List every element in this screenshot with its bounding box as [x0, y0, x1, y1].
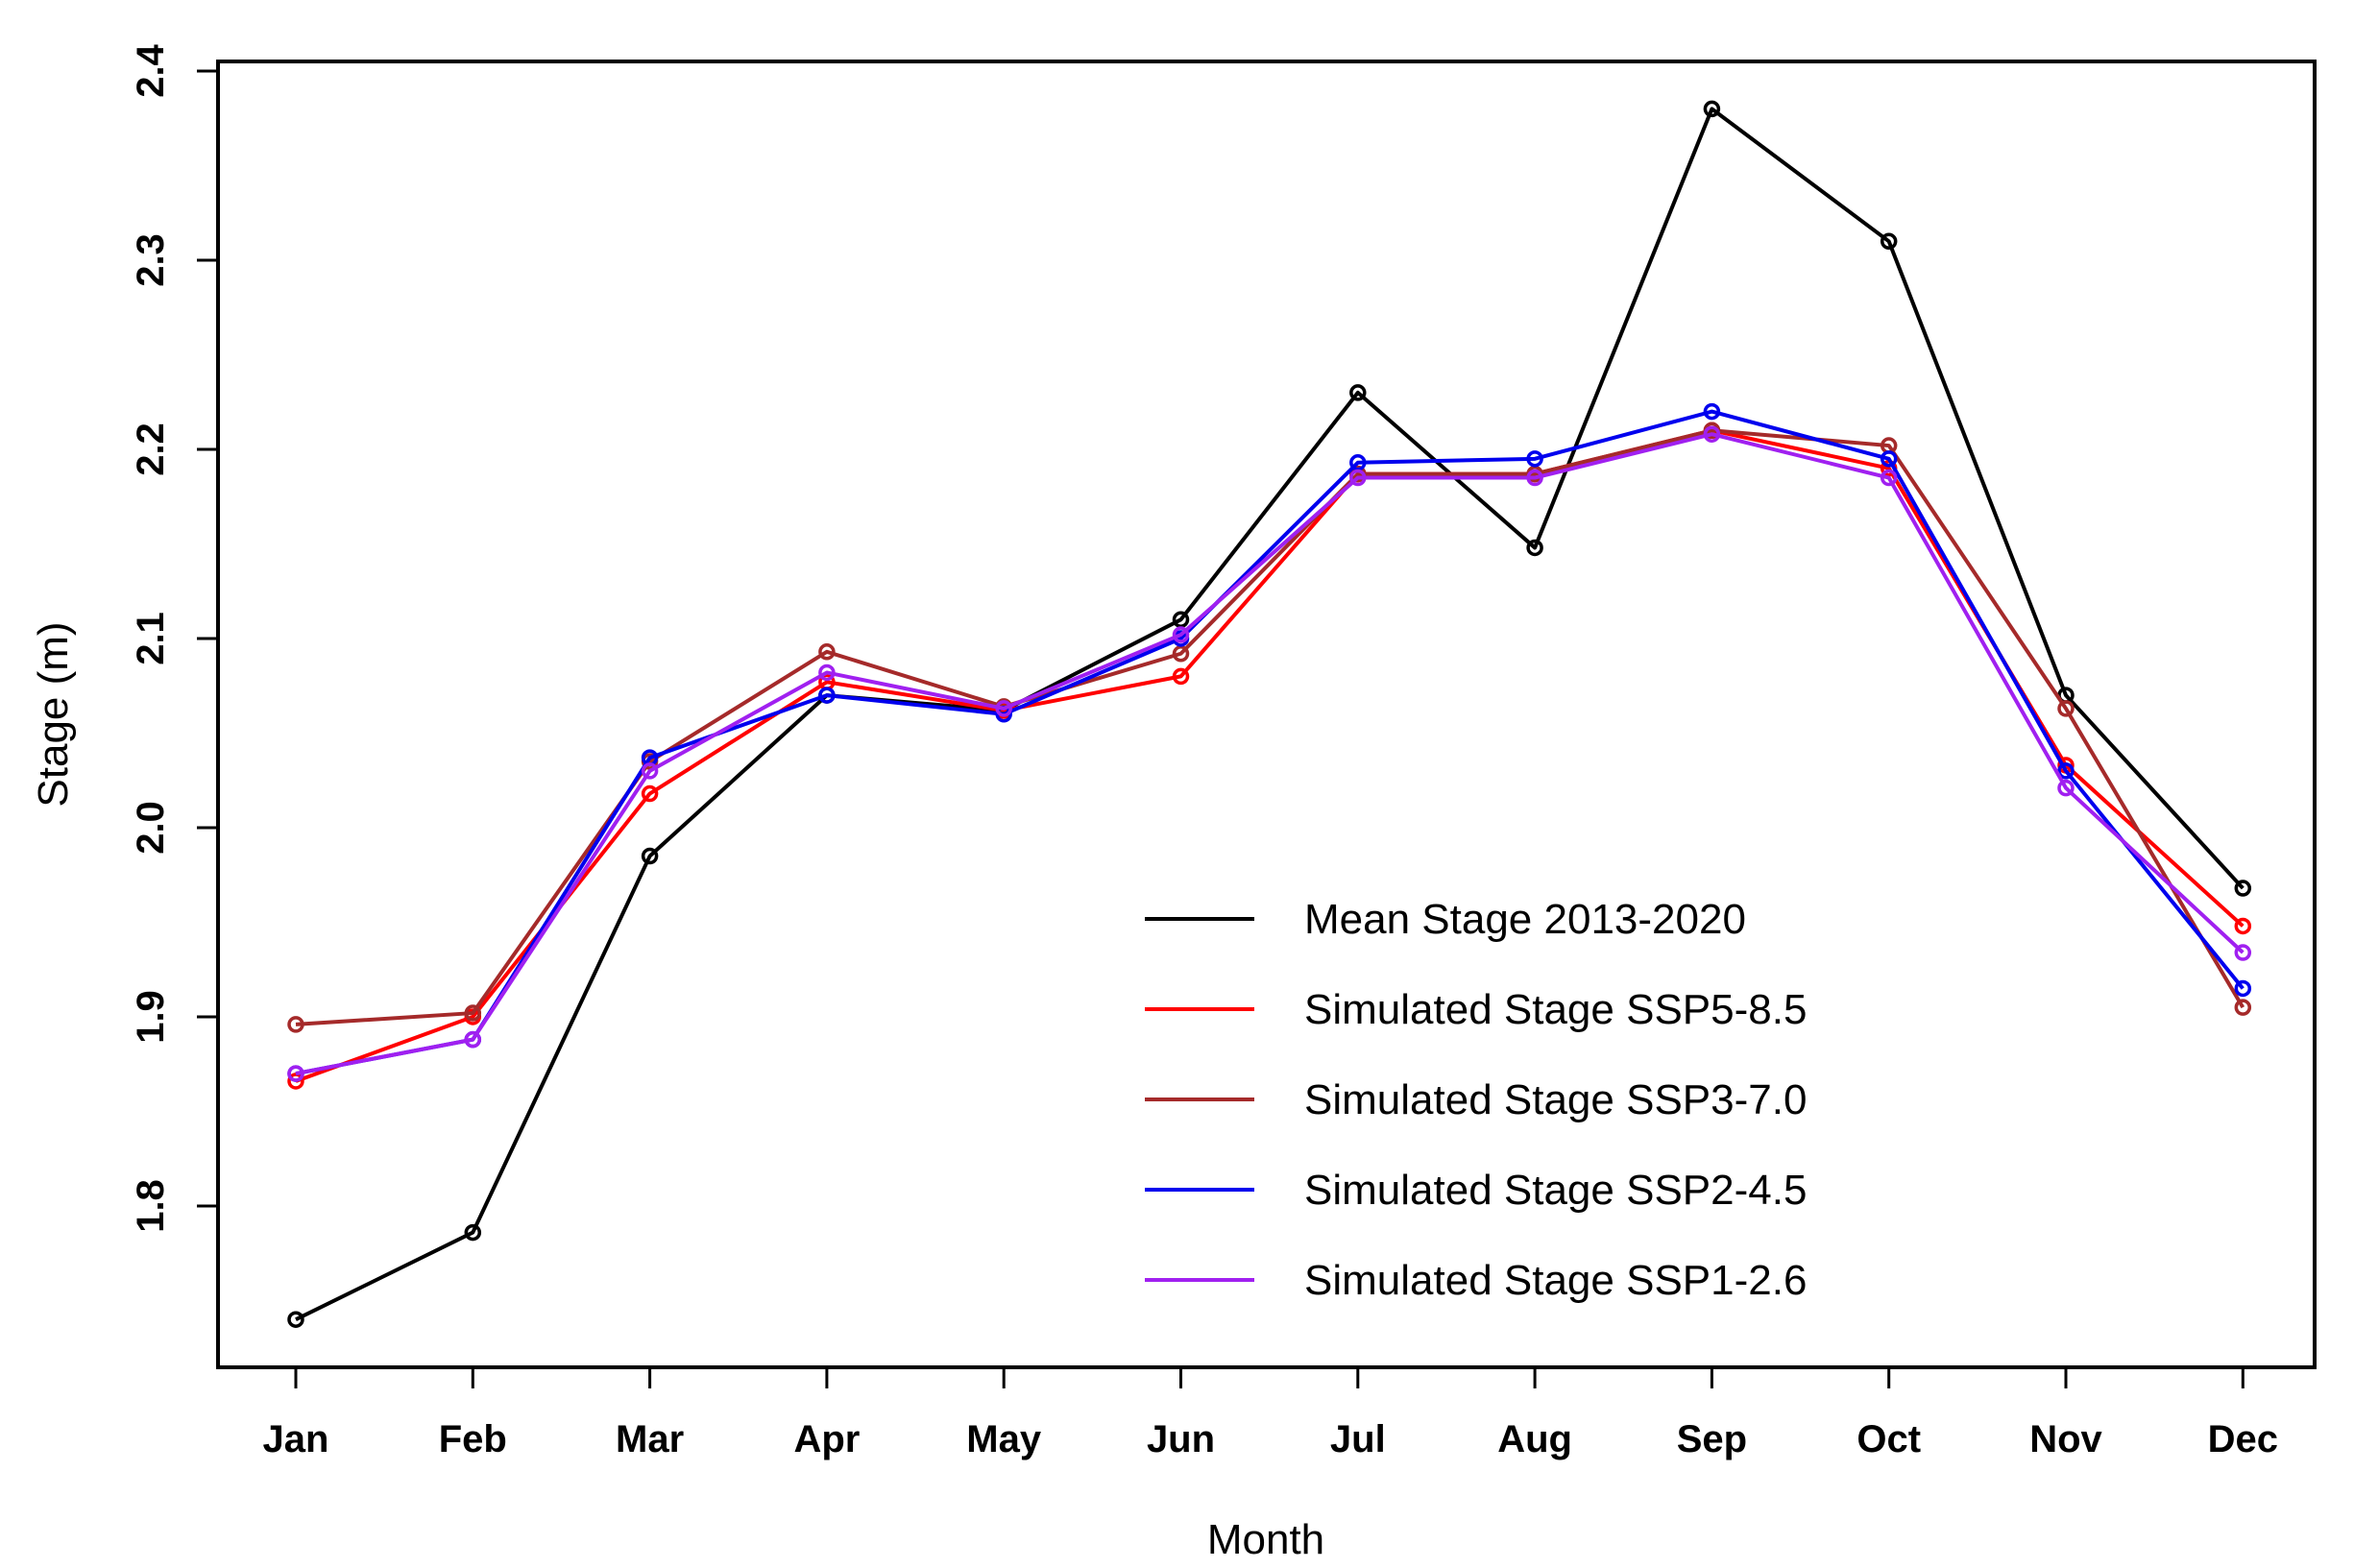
data-point	[1526, 469, 1543, 487]
data-point	[287, 1065, 304, 1082]
data-point	[641, 784, 659, 803]
y-tick-label: 2.0	[130, 801, 172, 855]
data-point	[287, 1016, 304, 1033]
x-tick-label-jul: Jul	[1330, 1418, 1386, 1460]
x-tick-label-mar: Mar	[616, 1418, 684, 1460]
data-point	[1703, 100, 1721, 118]
series-line	[295, 107, 2245, 1321]
data-point	[818, 687, 836, 704]
data-point	[1526, 539, 1543, 557]
data-point	[2057, 762, 2075, 780]
legend-label: Mean Stage 2013-2020	[1304, 896, 1746, 943]
data-point	[464, 1030, 482, 1049]
data-point	[2057, 779, 2075, 797]
data-point	[1172, 645, 1190, 663]
data-point	[464, 1223, 482, 1242]
y-tick-label: 1.8	[130, 1179, 172, 1233]
data-point	[818, 643, 836, 661]
y-tick-label: 2.2	[130, 422, 172, 476]
x-tick-label-apr: Apr	[793, 1418, 860, 1460]
x-tick-label-oct: Oct	[1857, 1418, 1921, 1460]
series-4	[287, 402, 2252, 1082]
x-tick-label-feb: Feb	[439, 1418, 507, 1460]
data-point	[1172, 611, 1190, 629]
series-5	[287, 425, 2252, 1082]
x-tick-label-aug: Aug	[1497, 1418, 1572, 1460]
data-point	[1172, 667, 1190, 686]
data-point	[1172, 626, 1190, 643]
data-point	[287, 1073, 304, 1090]
x-tick-label-nov: Nov	[2029, 1418, 2102, 1460]
series-line	[295, 409, 2245, 1076]
legend-label: Simulated Stage SSP3-7.0	[1304, 1076, 1807, 1123]
data-point	[1349, 384, 1367, 401]
data-point	[995, 700, 1012, 717]
x-tick-label-dec: Dec	[2208, 1418, 2278, 1460]
plot-frame	[216, 60, 2317, 1369]
legend-label: Simulated Stage SSP5-8.5	[1304, 986, 1807, 1033]
data-point	[2234, 979, 2252, 998]
axes: Jan Feb Mar Apr May Jun Jul Aug Sep Oct Nov Dec 1.8 1…	[130, 43, 2278, 1460]
data-point	[1880, 469, 1898, 487]
data-point	[1526, 450, 1543, 468]
data-point	[641, 847, 659, 865]
legend-label: Simulated Stage SSP2-4.5	[1304, 1167, 1807, 1214]
series-line	[295, 432, 2245, 1076]
data-point	[1703, 402, 1721, 421]
data-point	[818, 663, 836, 682]
y-axis-title: Stage (m)	[30, 621, 77, 807]
data-point	[464, 1004, 482, 1022]
y-tick-label: 2.3	[130, 233, 172, 287]
data-point	[1703, 425, 1721, 443]
y-tick-label: 1.9	[130, 990, 172, 1044]
series-layer	[287, 100, 2252, 1328]
legend-label: Simulated Stage SSP1-2.6	[1304, 1257, 1807, 1304]
series-line	[295, 428, 2245, 1083]
y-tick-label: 2.1	[130, 612, 172, 665]
legend: Mean Stage 2013-2020 Simulated Stage SSP5…	[1145, 896, 1807, 1304]
x-axis-title: Month	[1207, 1516, 1324, 1563]
data-point	[1880, 450, 1898, 468]
data-point	[2234, 917, 2252, 935]
data-point	[1880, 232, 1898, 251]
x-tick-label-jun: Jun	[1147, 1418, 1215, 1460]
y-tick-label: 2.4	[130, 43, 172, 97]
x-tick-label-may: May	[966, 1418, 1042, 1460]
data-point	[2057, 700, 2075, 717]
x-tick-label-jan: Jan	[263, 1418, 329, 1460]
data-point	[2234, 944, 2252, 961]
data-point	[287, 1311, 304, 1328]
data-point	[1349, 469, 1367, 487]
x-tick-label-sep: Sep	[1677, 1418, 1747, 1460]
data-point	[2234, 880, 2252, 897]
data-point	[1349, 454, 1367, 471]
data-point	[641, 762, 659, 780]
data-point	[2234, 999, 2252, 1016]
